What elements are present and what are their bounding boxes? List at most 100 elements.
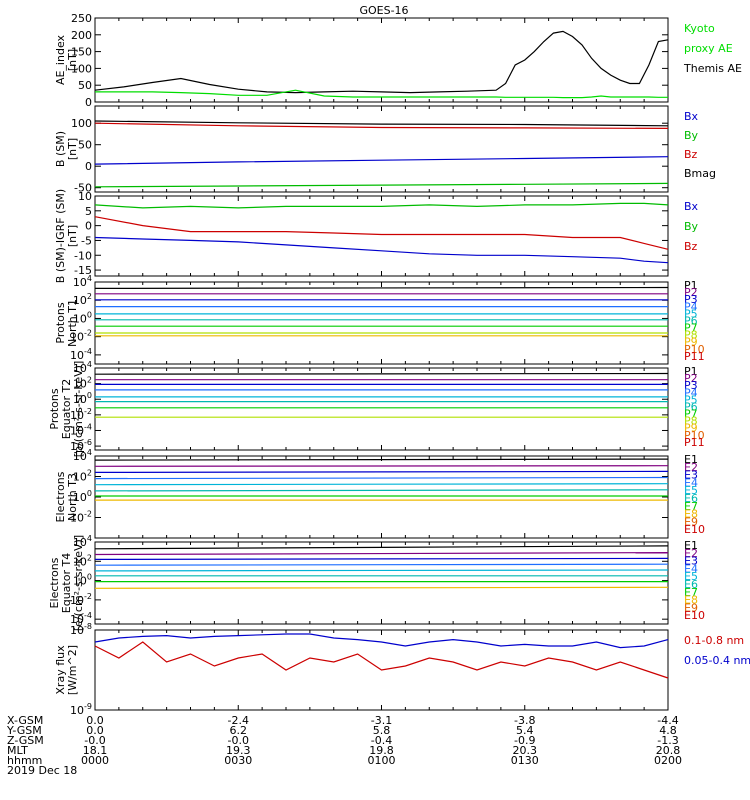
y-tick-label: 104 — [73, 448, 92, 463]
y-tick-label: 10-8 — [70, 622, 92, 637]
panel-frame — [94, 105, 669, 193]
legend-item: By — [684, 129, 699, 142]
footer-row-label: Z-GSM — [7, 734, 44, 747]
y-tick-label: 100 — [71, 117, 92, 130]
footer-value: 0.0 — [86, 724, 104, 737]
legend-item: P2 — [684, 286, 698, 299]
y-axis-label: Xray flux — [54, 645, 67, 695]
legend-item: E3 — [684, 469, 698, 482]
panel-frame — [94, 195, 669, 277]
series-e8 — [94, 586, 669, 589]
series-e4 — [94, 563, 669, 566]
footer-value: 0200 — [654, 754, 682, 767]
footer-value: -3.1 — [371, 714, 392, 727]
footer-value: 6.2 — [230, 724, 248, 737]
series-0-1-0-8-nm — [94, 641, 669, 679]
legend-item: E2 — [684, 461, 698, 474]
y-axis-label: Electrons — [54, 471, 67, 522]
y-axis-label: Protons — [48, 388, 61, 429]
footer-row-label: X-GSM — [7, 714, 43, 727]
footer-value: -3.8 — [514, 714, 535, 727]
legend-item: Bmag — [684, 167, 716, 180]
legend-item: Kyoto — [684, 22, 715, 35]
y-axis-label: North T1 — [66, 299, 79, 347]
footer-value: 5.8 — [373, 724, 391, 737]
legend-item: P9 — [684, 336, 698, 349]
footer-value: 0.0 — [86, 714, 104, 727]
series-p1 — [94, 372, 669, 375]
y-axis-label: [W/m^2] — [66, 645, 79, 695]
legend-item: E7 — [684, 586, 698, 599]
legend-item: 0.1-0.8 nm — [684, 634, 744, 647]
legend-item: E4 — [684, 562, 698, 575]
legend-item: E7 — [684, 500, 698, 513]
legend-item: E8 — [684, 594, 698, 607]
y-tick-label: 200 — [71, 29, 92, 42]
footer-value: 20.3 — [513, 744, 538, 757]
legend-item: E3 — [684, 555, 698, 568]
footer-value: 5.4 — [516, 724, 534, 737]
y-axis-label: North T3 — [66, 473, 79, 521]
y-axis-label: [nT] — [66, 49, 79, 71]
footer-row-label: 2019 Dec 18 — [7, 764, 77, 777]
legend-item: E10 — [684, 609, 705, 622]
y-tick-label: 0 — [85, 96, 92, 109]
panel-frame — [94, 17, 669, 103]
legend-item: E6 — [684, 578, 698, 591]
series-by — [94, 202, 669, 209]
y-axis-label: [p/(cm²-s-sr-keV)] — [72, 361, 85, 458]
series-proxy-ae — [95, 89, 668, 99]
legend-item: P4 — [684, 300, 698, 313]
legend-item: By — [684, 220, 699, 233]
legend-item: P10 — [684, 343, 705, 356]
series-e4 — [94, 476, 669, 480]
series-p1 — [94, 286, 669, 289]
footer-value: -2.4 — [228, 714, 249, 727]
series-bx — [94, 156, 669, 165]
legend-item: P1 — [684, 279, 698, 292]
y-tick-label: 5 — [85, 205, 92, 218]
legend-item: P11 — [684, 350, 705, 363]
series-e2 — [94, 551, 669, 556]
series-bmag — [94, 120, 669, 127]
footer-row-label: hhmm — [7, 754, 42, 767]
legend-item: P7 — [684, 408, 698, 421]
legend-item: P5 — [684, 307, 698, 320]
legend-item: E9 — [684, 601, 698, 614]
legend-item: proxy AE — [684, 42, 733, 55]
y-tick-label: -50 — [74, 182, 92, 195]
y-axis-label: B (SM) — [54, 131, 67, 167]
series-e2 — [94, 465, 669, 467]
series-e5 — [94, 569, 669, 572]
y-tick-label: 50 — [78, 79, 92, 92]
footer-value: 0030 — [224, 754, 252, 767]
y-axis-label: [nT] — [66, 138, 79, 160]
legend-item: P8 — [684, 329, 698, 342]
legend-item: Bx — [684, 200, 699, 213]
series-bz — [94, 122, 669, 129]
y-tick-label: -15 — [74, 264, 92, 277]
series-e6 — [94, 489, 669, 492]
y-tick-label: 104 — [73, 274, 92, 289]
y-tick-label: 10 — [78, 190, 92, 203]
series-e1 — [94, 545, 669, 550]
legend-item: E8 — [684, 508, 698, 521]
legend-item: 0.05-0.4 nm — [684, 654, 750, 667]
panel-ae: 0 50 100 150 200 250 AE_index [nT] Kyoto proxy AE… — [54, 12, 742, 109]
y-axis-label: Electrons — [48, 557, 61, 608]
y-axis-label: B (SM)-IGRF (SM) — [54, 189, 67, 283]
legend-item: E9 — [684, 515, 698, 528]
y-axis-label: AE_index — [54, 34, 67, 85]
y-axis-label: [nT] — [66, 225, 79, 247]
legend-item: P7 — [684, 322, 698, 335]
series-e1 — [94, 458, 669, 461]
footer-row-label: MLT — [7, 744, 28, 757]
y-tick-label: 0 — [85, 220, 92, 233]
footer-row-label: Y-GSM — [6, 724, 42, 737]
legend-item: Bx — [684, 110, 699, 123]
series-bz — [94, 216, 669, 250]
